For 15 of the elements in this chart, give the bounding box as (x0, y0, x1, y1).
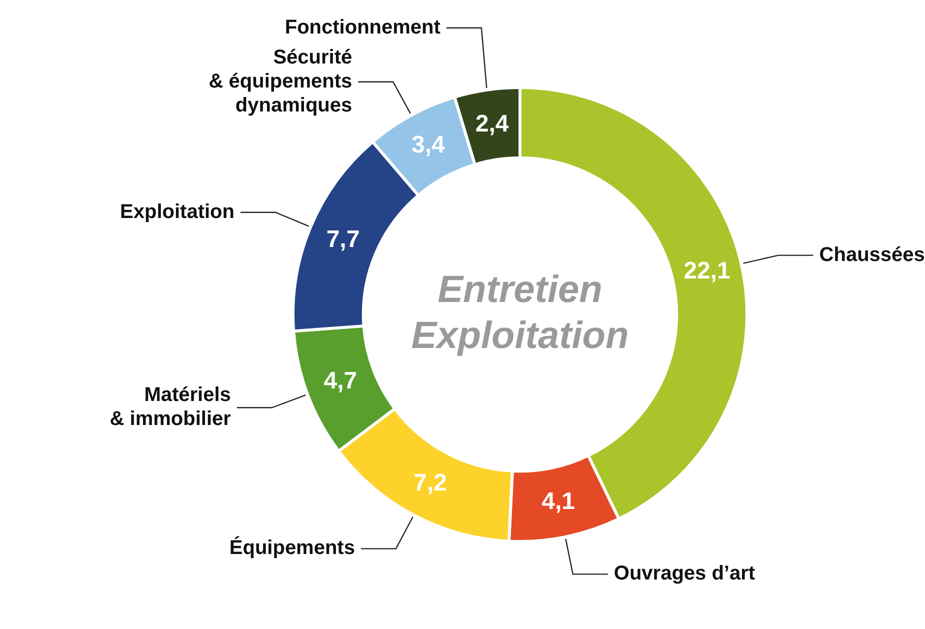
data-label: 7,2 (414, 470, 447, 497)
text: Entretien Exploitation (411, 268, 629, 357)
data-label: 4,7 (324, 368, 358, 395)
slice-label: Équipements (229, 536, 355, 560)
data-label: 7,7 (326, 226, 360, 254)
slice-label: Fonctionnement (284, 16, 441, 38)
slice-label: Ouvrages d’art (614, 562, 756, 585)
slice-label: Sécurité & équipements dynamiques (208, 46, 352, 116)
slice-label: Exploitation (120, 200, 234, 223)
data-label: 3,4 (411, 132, 446, 159)
data-label: 22,1 (684, 257, 730, 284)
slice-label: Matériels & immobilier (110, 384, 232, 430)
data-label: 2,4 (475, 110, 510, 138)
data-label: 4,1 (542, 488, 575, 516)
slice-label: Chaussées (819, 244, 925, 266)
